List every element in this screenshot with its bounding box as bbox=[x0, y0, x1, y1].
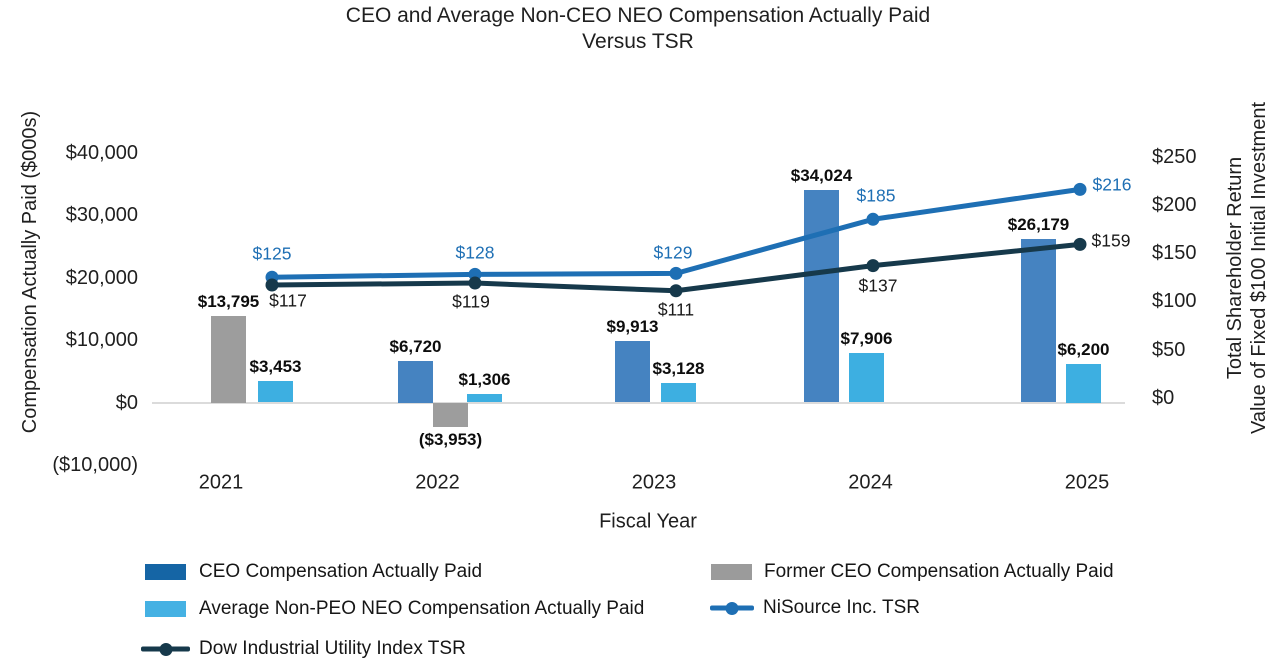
tsr-value-label: $159 bbox=[1091, 230, 1131, 251]
bar-ceo-2024 bbox=[804, 189, 839, 403]
legend-label-nisource: NiSource Inc. TSR bbox=[763, 597, 920, 618]
bar-value-label: $26,179 bbox=[1007, 214, 1070, 234]
bar-value-label: ($3,953) bbox=[418, 430, 483, 450]
zero-gridline bbox=[152, 402, 1125, 404]
year-label-2021: 2021 bbox=[198, 471, 244, 494]
tsr-value-label: $185 bbox=[856, 185, 896, 206]
legend-line-dow-marker-icon bbox=[141, 642, 190, 656]
tsr-marker-dow-2025 bbox=[1073, 237, 1087, 251]
right-tick-label: $200 bbox=[1152, 193, 1197, 216]
legend-label-ceo: CEO Compensation Actually Paid bbox=[199, 561, 483, 582]
legend-label-former-ceo: Former CEO Compensation Actually Paid bbox=[764, 561, 1114, 582]
bar-value-label: $3,453 bbox=[249, 356, 302, 376]
tsr-marker-nisource-2025 bbox=[1073, 182, 1087, 196]
tsr-value-label: $111 bbox=[657, 299, 695, 320]
bar-neo-2024 bbox=[849, 353, 884, 403]
right-tick-label: $150 bbox=[1152, 242, 1197, 265]
legend-swatch-former-ceo bbox=[711, 564, 752, 580]
bar-value-label: $3,128 bbox=[652, 358, 705, 378]
bar-ceo-2025 bbox=[1021, 238, 1056, 403]
bar-value-label: $1,306 bbox=[458, 370, 511, 390]
legend-dot-nisource-icon bbox=[725, 601, 739, 615]
right-tick-label: $0 bbox=[1152, 387, 1175, 409]
legend-dot-dow-icon bbox=[159, 642, 172, 656]
year-label-2025: 2025 bbox=[1064, 471, 1110, 494]
chart-title: CEO and Average Non-CEO NEO Compensation… bbox=[0, 3, 1276, 55]
right-tick-label: $100 bbox=[1152, 290, 1197, 313]
chart-title-line2: Versus TSR bbox=[582, 30, 694, 53]
x-axis-title: Fiscal Year bbox=[599, 510, 697, 533]
tsr-value-label: $137 bbox=[858, 275, 898, 296]
left-tick-label: $20,000 bbox=[65, 266, 138, 289]
tsr-value-label: $129 bbox=[653, 242, 693, 263]
tsr-value-label: $128 bbox=[455, 242, 495, 263]
legend-label-dow: Dow Industrial Utility Index TSR bbox=[199, 638, 466, 659]
tsr-marker-dow-2022 bbox=[468, 276, 482, 290]
legend-line-nisource-marker-icon bbox=[710, 601, 754, 615]
left-tick-label: $30,000 bbox=[65, 204, 138, 226]
tsr-line-nisource bbox=[271, 186, 1081, 280]
tsr-value-label: $125 bbox=[252, 243, 292, 264]
bar-value-label: $9,913 bbox=[606, 316, 659, 336]
bar-value-label: $7,906 bbox=[840, 329, 893, 349]
bar-value-label: $6,200 bbox=[1057, 339, 1110, 359]
bar-former-ceo-2022 bbox=[433, 402, 468, 428]
tsr-value-label: $119 bbox=[452, 291, 490, 312]
bar-neo-2025 bbox=[1066, 363, 1101, 403]
tsr-marker-nisource-2024 bbox=[866, 212, 880, 226]
left-tick-label: $40,000 bbox=[65, 141, 138, 164]
tsr-value-label: $117 bbox=[269, 290, 307, 311]
bar-neo-2021 bbox=[258, 380, 293, 403]
year-label-2022: 2022 bbox=[415, 471, 460, 494]
bar-value-label: $34,024 bbox=[790, 165, 853, 185]
chart-title-line1: CEO and Average Non-CEO NEO Compensation… bbox=[345, 4, 931, 27]
left-tick-label: $10,000 bbox=[65, 329, 138, 351]
right-tick-label: $50 bbox=[1152, 338, 1186, 361]
legend-label-neo: Average Non-PEO NEO Compensation Actuall… bbox=[199, 598, 645, 619]
tsr-marker-dow-2023 bbox=[669, 284, 683, 298]
bar-neo-2023 bbox=[661, 382, 696, 403]
year-label-2023: 2023 bbox=[631, 471, 677, 494]
left-tick-label: ($10,000) bbox=[52, 454, 138, 476]
legend-swatch-ceo bbox=[145, 564, 186, 580]
tsr-marker-dow-2024 bbox=[866, 259, 880, 273]
tsr-value-label: $216 bbox=[1092, 174, 1132, 195]
tsr-marker-dow-2021 bbox=[265, 278, 279, 292]
bar-former-ceo-2021 bbox=[211, 316, 246, 403]
bar-value-label: $6,720 bbox=[389, 336, 442, 356]
bar-value-label: $13,795 bbox=[197, 292, 260, 312]
bar-ceo-2022 bbox=[398, 360, 433, 403]
left-tick-label: $0 bbox=[115, 391, 138, 414]
bar-neo-2022 bbox=[467, 394, 502, 403]
right-tick-label: $250 bbox=[1152, 145, 1197, 168]
tsr-marker-nisource-2023 bbox=[669, 266, 683, 280]
legend-swatch-neo bbox=[145, 601, 186, 617]
bar-ceo-2023 bbox=[615, 340, 650, 403]
year-label-2024: 2024 bbox=[848, 471, 893, 494]
